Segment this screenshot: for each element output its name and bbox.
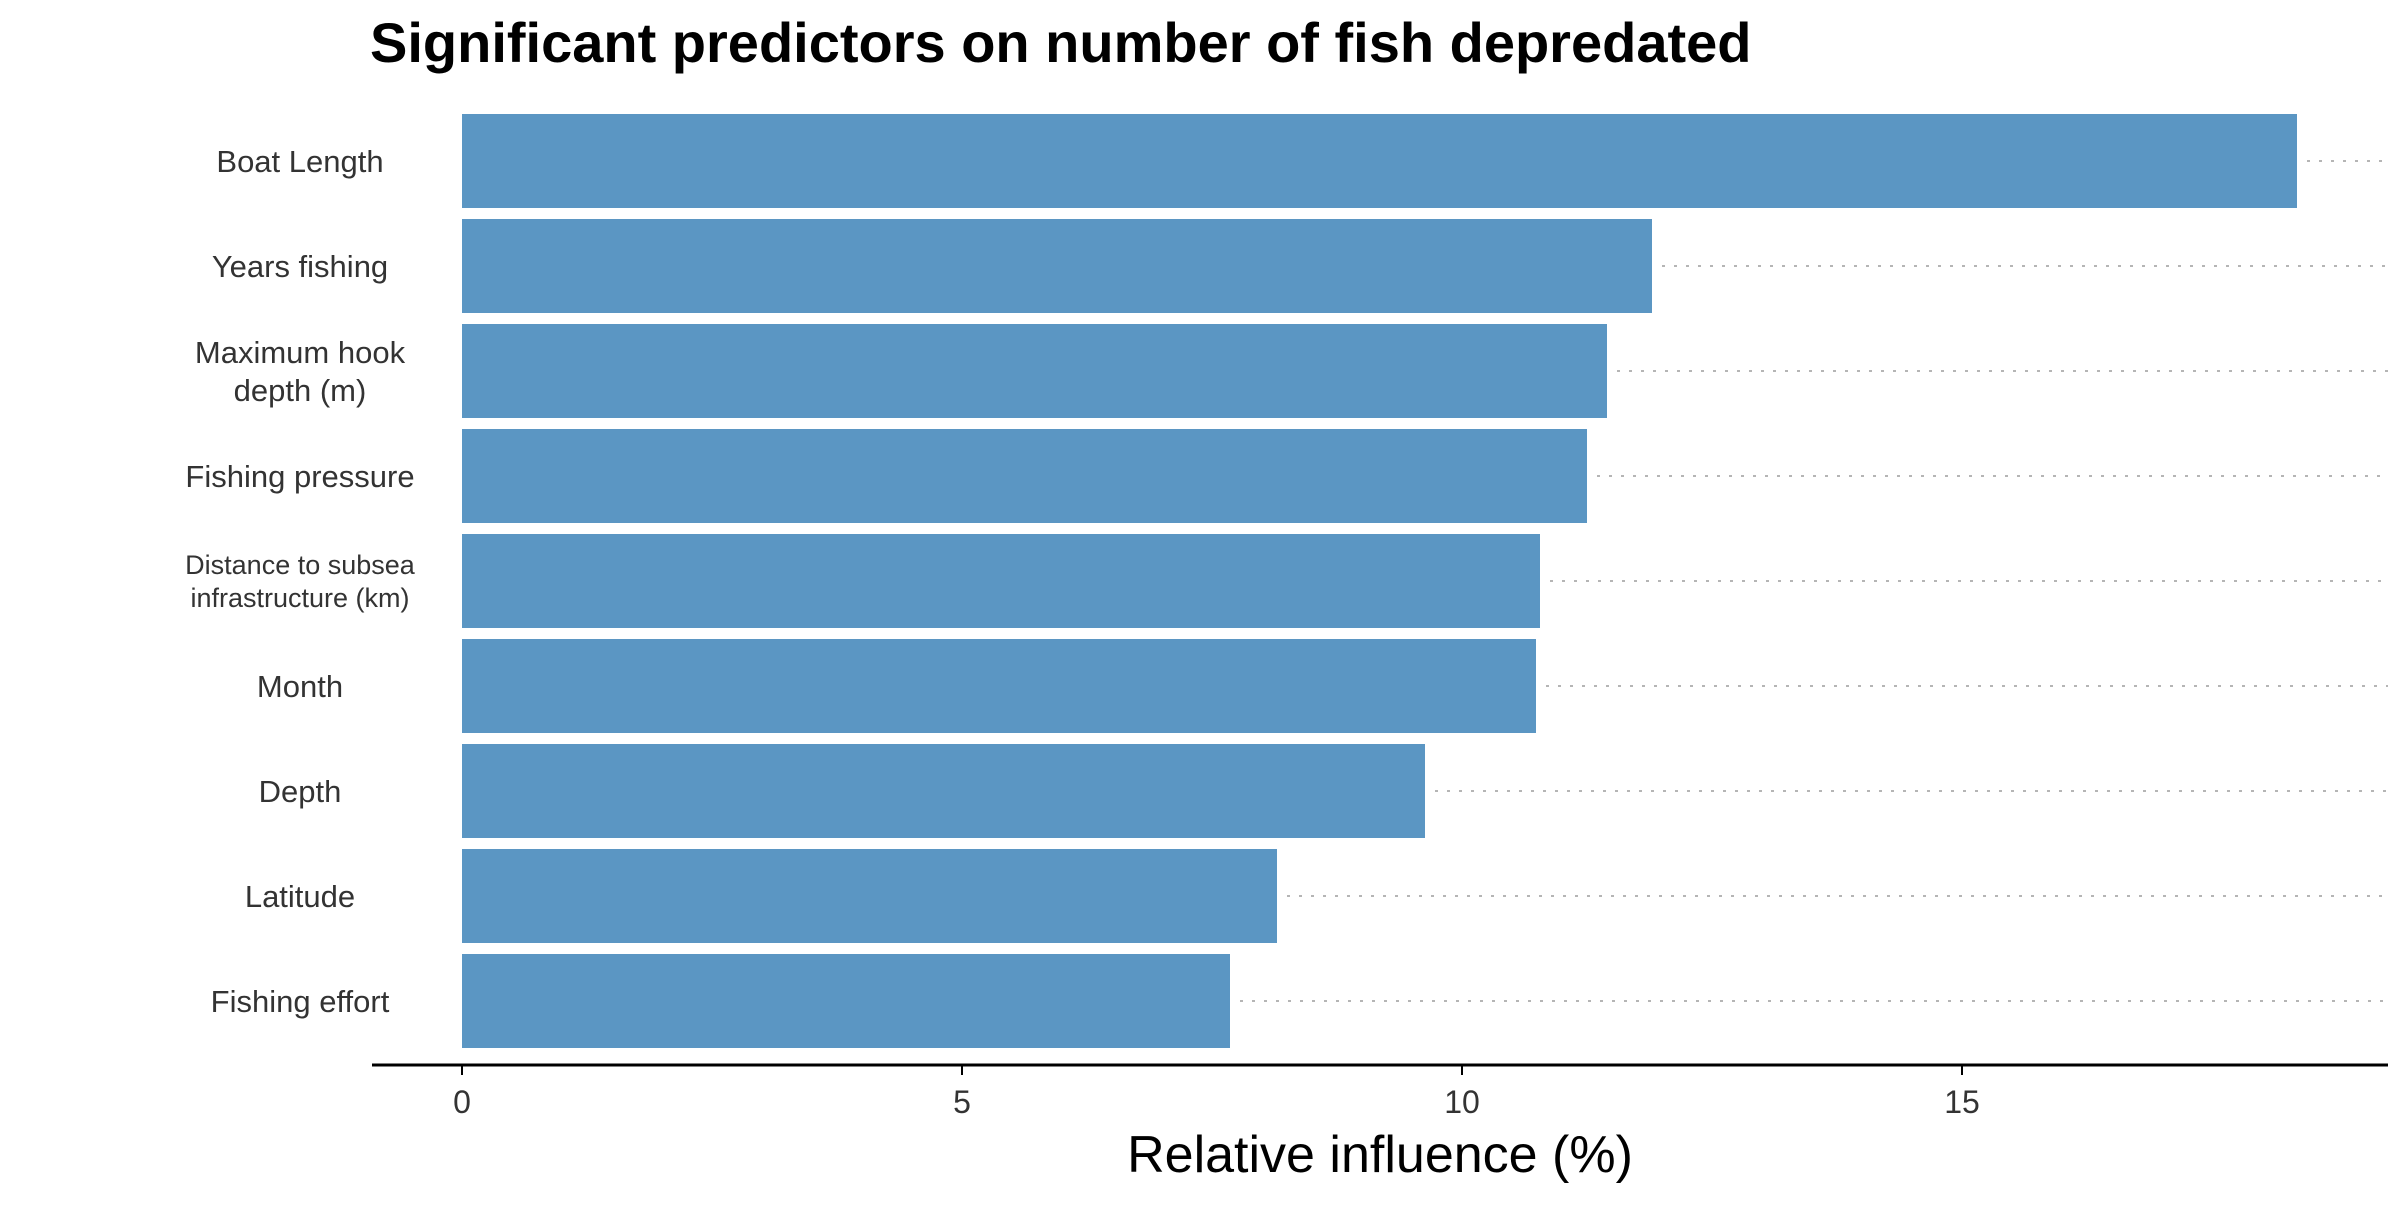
category-label-line: Maximum hook <box>195 335 406 370</box>
chart-title: Significant predictors on number of fish… <box>370 11 1752 74</box>
category-label-line: Latitude <box>245 879 355 914</box>
bar <box>462 324 1607 418</box>
bar <box>462 534 1540 628</box>
bars <box>462 114 2297 1048</box>
bar <box>462 744 1425 838</box>
category-label-line: Fishing pressure <box>185 459 414 494</box>
category-label-line: Distance to subsea <box>185 550 416 580</box>
category-label-line: depth (m) <box>234 373 367 408</box>
bar <box>462 639 1536 733</box>
category-label: Boat Length <box>216 144 383 179</box>
category-label-line: Boat Length <box>216 144 383 179</box>
x-axis-title: Relative influence (%) <box>1127 1126 1633 1184</box>
category-label: Fishing effort <box>211 984 390 1019</box>
bar <box>462 429 1587 523</box>
x-tick-label: 10 <box>1444 1084 1480 1120</box>
category-label: Depth <box>259 774 342 809</box>
category-label-line: Month <box>257 669 343 704</box>
category-label-line: Fishing effort <box>211 984 390 1019</box>
bar <box>462 849 1277 943</box>
bar <box>462 954 1230 1048</box>
category-label-line: Depth <box>259 774 342 809</box>
x-tick-label: 5 <box>953 1084 971 1120</box>
category-label-line: Years fishing <box>212 249 388 284</box>
x-axis: 0 5 10 15 <box>372 1063 2388 1120</box>
bar <box>462 114 2297 208</box>
category-labels: Boat Length Years fishing Maximum hook dept… <box>185 144 416 1019</box>
category-label: Latitude <box>245 879 355 914</box>
category-label: Years fishing <box>212 249 388 284</box>
x-tick-label: 15 <box>1944 1084 1980 1120</box>
guide-lines <box>1240 160 2388 1002</box>
x-tick-label: 0 <box>453 1084 471 1120</box>
category-label: Fishing pressure <box>185 459 414 494</box>
category-label: Maximum hook depth (m) <box>195 335 406 408</box>
category-label: Distance to subsea infrastructure (km) <box>185 550 416 613</box>
bar <box>462 219 1652 313</box>
category-label: Month <box>257 669 343 704</box>
category-label-line: infrastructure (km) <box>190 583 409 613</box>
